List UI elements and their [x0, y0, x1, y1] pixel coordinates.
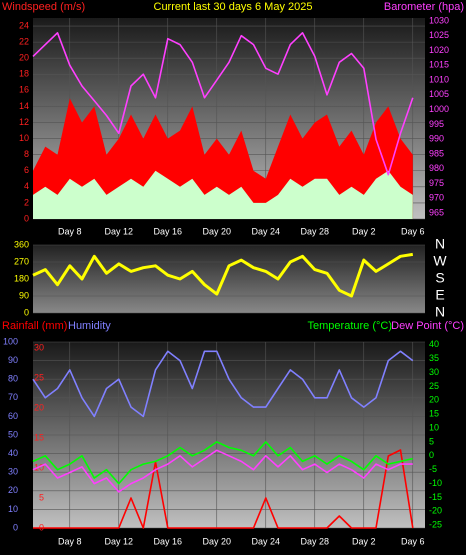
y2-tick-label: 0: [429, 450, 434, 460]
x-tick-label: Day 24: [251, 226, 280, 236]
y2-tick-label: N: [435, 236, 445, 252]
line: [32, 31, 414, 176]
y-tick-label: 70: [8, 392, 18, 402]
y-tick-label: 90: [19, 290, 29, 300]
y2-tick-label: 40: [429, 339, 439, 349]
y2-tick-label: -5: [429, 464, 437, 474]
y2-tick-label: 965: [429, 207, 444, 217]
legend-label: Humidity: [68, 320, 111, 332]
y-tick-label: 22: [19, 36, 29, 46]
x-tick-label: Day 12: [104, 536, 133, 546]
y2-tick-label: -20: [429, 506, 442, 516]
y-tick-label: 60: [8, 411, 18, 421]
y2-tick-label: 970: [429, 193, 444, 203]
y2-tick-label: 1010: [429, 74, 449, 84]
y2-tick-label: 1030: [429, 15, 449, 25]
y2-tick-label: 1020: [429, 45, 449, 55]
y-tick-label: 360: [14, 239, 29, 249]
y2-tick-label: 5: [429, 436, 434, 446]
x-tick-label: Day 24: [251, 536, 280, 546]
y2-tick-label: 980: [429, 163, 444, 173]
line: [32, 252, 414, 298]
line: [33, 449, 414, 529]
y-tick-label: 80: [8, 374, 18, 384]
y-axis-label: Windspeed (m/s): [2, 1, 85, 13]
line: [32, 350, 414, 418]
x-tick-label: Day 20: [202, 226, 231, 236]
y2-tick-label: 35: [429, 353, 439, 363]
y2-tick-label: N: [435, 304, 445, 320]
y3-tick-label: 20: [34, 402, 44, 412]
x-tick-label: Day 20: [202, 536, 231, 546]
y3-tick-label: 5: [39, 492, 44, 502]
x-tick-label: Day 8: [58, 226, 82, 236]
y-tick-label: 180: [14, 273, 29, 283]
y-tick-label: 10: [8, 504, 18, 514]
y-tick-label: 100: [3, 336, 18, 346]
y2-tick-label: S: [435, 270, 444, 286]
y2-tick-label: 1015: [429, 60, 449, 70]
y2-tick-label: 20: [429, 395, 439, 405]
y2-tick-label: 15: [429, 409, 439, 419]
y2-tick-label: -25: [429, 520, 442, 530]
y2-tick-label: 985: [429, 148, 444, 158]
y2-tick-label: 990: [429, 134, 444, 144]
y-tick-label: 0: [24, 307, 29, 317]
chart-title: Current last 30 days 6 May 2025: [154, 1, 313, 13]
legend-label: Dew Point (°C): [391, 320, 464, 332]
x-tick-label: Day 6: [401, 226, 425, 236]
x-tick-label: Day 12: [104, 226, 133, 236]
line: [32, 449, 413, 493]
y3-tick-label: 30: [34, 342, 44, 352]
y-tick-label: 20: [19, 53, 29, 63]
y-tick-label: 4: [24, 181, 29, 191]
y-tick-label: 0: [13, 522, 18, 532]
line: [32, 441, 413, 485]
y-tick-label: 270: [14, 256, 29, 266]
y2-tick-label: -10: [429, 478, 442, 488]
y-tick-label: 12: [19, 117, 29, 127]
y2-tick-label: 1000: [429, 104, 449, 114]
y2-tick-label: 30: [429, 367, 439, 377]
y-tick-label: 14: [19, 101, 29, 111]
x-tick-label: Day 8: [58, 536, 82, 546]
y-tick-label: 40: [8, 448, 18, 458]
y-tick-label: 16: [19, 85, 29, 95]
x-tick-label: Day 16: [153, 226, 182, 236]
y-tick-label: 18: [19, 69, 29, 79]
legend-label: Rainfall (mm): [2, 320, 67, 332]
y3-tick-label: 25: [34, 372, 44, 382]
x-tick-label: Day 6: [401, 536, 425, 546]
y2-tick-label: 1025: [429, 30, 449, 40]
legend-label: Temperature (°C): [308, 320, 392, 332]
x-tick-label: Day 28: [300, 536, 329, 546]
area: [33, 170, 413, 219]
y-tick-label: 90: [8, 355, 18, 365]
x-tick-label: Day 28: [300, 226, 329, 236]
y2-tick-label: 975: [429, 178, 444, 188]
y-tick-label: 0: [24, 213, 29, 223]
y-tick-label: 8: [24, 149, 29, 159]
y2-tick-label: 25: [429, 381, 439, 391]
y2-axis-label: Barometer (hpa): [384, 1, 464, 13]
y2-tick-label: 995: [429, 119, 444, 129]
y2-tick-label: E: [435, 287, 444, 303]
y-tick-label: 20: [8, 485, 18, 495]
y-tick-label: 6: [24, 165, 29, 175]
y2-tick-label: -15: [429, 492, 442, 502]
y2-tick-label: 10: [429, 422, 439, 432]
y-tick-label: 2: [24, 197, 29, 207]
y-tick-label: 24: [19, 20, 29, 30]
y2-tick-label: W: [433, 253, 447, 269]
x-tick-label: Day 2: [352, 226, 376, 236]
x-tick-label: Day 16: [153, 536, 182, 546]
y-tick-label: 30: [8, 467, 18, 477]
y3-tick-label: 15: [34, 432, 44, 442]
y-tick-label: 50: [8, 429, 18, 439]
y2-tick-label: 1005: [429, 89, 449, 99]
y-tick-label: 10: [19, 133, 29, 143]
x-tick-label: Day 2: [352, 536, 376, 546]
